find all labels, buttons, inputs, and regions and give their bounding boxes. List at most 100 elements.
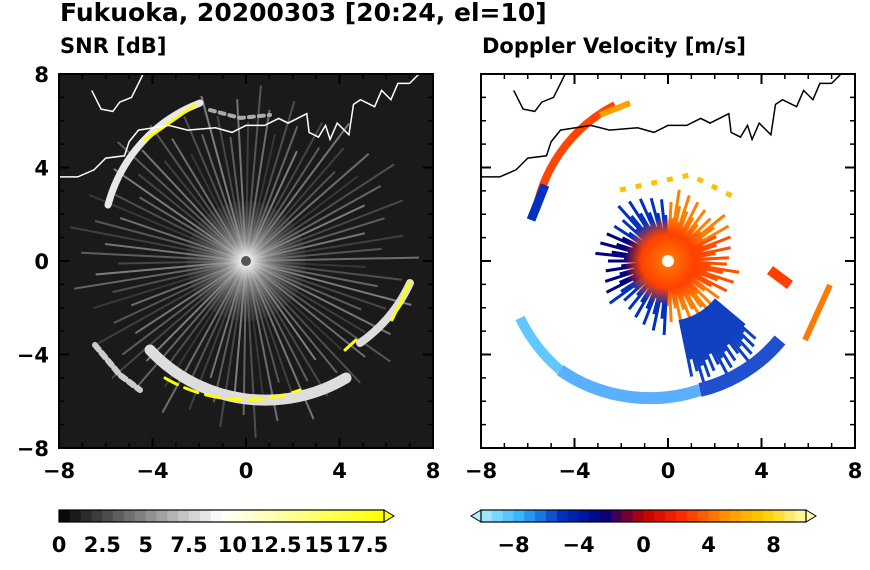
colorbar-segment xyxy=(784,510,796,522)
colorbar-tick-label: 12.5 xyxy=(250,533,302,557)
colorbar-segment xyxy=(762,510,775,522)
colorbar-tick-label: 0 xyxy=(52,533,67,557)
colorbar-segment xyxy=(362,510,374,522)
colorbar-frame xyxy=(58,509,385,523)
doppler-ray xyxy=(698,310,727,353)
colorbar-extend-max xyxy=(805,509,817,523)
x-tick-label: 8 xyxy=(426,459,441,483)
colorbar-tick-label: 0 xyxy=(636,533,651,557)
snr-radar-site xyxy=(241,256,251,266)
doppler-ray xyxy=(712,298,746,327)
doppler-ray xyxy=(686,317,711,378)
doppler-radar-site xyxy=(662,255,674,267)
doppler-ray xyxy=(685,317,704,367)
colorbar-extend-min xyxy=(470,509,482,523)
colorbar-frame xyxy=(480,509,807,523)
colorbar-tick-label: 7.5 xyxy=(170,533,207,557)
doppler-ray xyxy=(694,313,729,376)
doppler-ray xyxy=(683,318,706,384)
colorbar-segment xyxy=(189,510,201,522)
doppler-ray xyxy=(710,300,745,334)
colorbar-segment xyxy=(654,510,666,522)
colorbar-segment xyxy=(773,510,785,522)
colorbar-segment xyxy=(124,510,136,522)
doppler-ray xyxy=(707,304,753,355)
doppler-axes: −8 −4 0 4 8 xyxy=(465,73,863,483)
doppler-ray xyxy=(692,314,720,366)
colorbar-segment xyxy=(69,510,82,522)
colorbar-segment xyxy=(167,510,179,522)
x-tick-label: 0 xyxy=(661,459,676,483)
colorbar-tick-label: −8 xyxy=(497,533,529,557)
colorbar-segment xyxy=(600,510,612,522)
colorbar-segment xyxy=(795,510,807,522)
doppler-ray xyxy=(709,302,755,348)
colorbar-segment xyxy=(297,510,309,522)
doppler-ray xyxy=(691,315,712,355)
doppler-ray xyxy=(701,308,730,346)
colorbar-segment xyxy=(254,510,266,522)
colorbar-segment xyxy=(351,510,363,522)
colorbar-segment xyxy=(751,510,764,522)
colorbar-segment xyxy=(611,510,623,522)
colorbar-segment xyxy=(210,510,223,522)
colorbar-segment xyxy=(621,510,634,522)
doppler-ray xyxy=(705,305,742,348)
colorbar-segment xyxy=(286,510,298,522)
x-tick-label: −8 xyxy=(43,459,75,483)
colorbar-segment xyxy=(665,510,677,522)
x-tick-label: −4 xyxy=(136,459,168,483)
colorbar-segment xyxy=(221,510,233,522)
colorbar-segment xyxy=(134,510,147,522)
y-tick-label: 8 xyxy=(34,63,49,87)
doppler-panel: −8 −4 0 4 8 xyxy=(465,73,863,483)
doppler-colorbar: −8 −4 0 4 8 xyxy=(470,509,817,557)
colorbar-segment xyxy=(502,510,515,522)
colorbar-segment xyxy=(156,510,168,522)
x-tick-label: 0 xyxy=(239,459,254,483)
x-tick-label: 4 xyxy=(754,459,769,483)
colorbar-segment xyxy=(676,510,688,522)
doppler-ray xyxy=(704,306,751,363)
colorbar-segment xyxy=(491,510,504,522)
doppler-ray xyxy=(689,315,716,372)
colorbar-extend-max xyxy=(383,509,395,523)
colorbar-segment xyxy=(264,510,277,522)
colorbar-segment xyxy=(113,510,125,522)
colorbar-segment xyxy=(340,510,353,522)
colorbar-segment xyxy=(730,510,742,522)
colorbar-tick-label: 8 xyxy=(766,533,781,557)
colorbar-segment xyxy=(686,510,699,522)
y-tick-label: 0 xyxy=(34,250,49,274)
colorbar-tick-label: 5 xyxy=(138,533,153,557)
x-tick-label: 8 xyxy=(848,459,863,483)
doppler-ray xyxy=(703,307,740,355)
doppler-ray xyxy=(688,316,708,361)
colorbar-segment xyxy=(697,510,710,522)
y-tick-label: −4 xyxy=(17,344,49,368)
snr-panel-title: SNR [dB] xyxy=(60,34,167,58)
colorbar-segment xyxy=(589,510,601,522)
colorbar-segment xyxy=(145,510,158,522)
colorbar-segment xyxy=(308,510,320,522)
colorbar-segment xyxy=(632,510,645,522)
x-tick-label: −8 xyxy=(465,459,497,483)
colorbar-segment xyxy=(199,510,212,522)
doppler-ray xyxy=(681,318,699,372)
doppler-ray xyxy=(700,309,737,362)
colorbar-segment xyxy=(178,510,190,522)
snr-axes: −8 −4 0 4 8 −8 −4 0 4 8 xyxy=(17,63,441,483)
y-tick-label: 4 xyxy=(34,157,49,181)
figure-title: Fukuoka, 20200303 [20:24, el=10] xyxy=(60,0,547,27)
colorbar-segment xyxy=(524,510,536,522)
colorbar-segment xyxy=(578,510,590,522)
colorbar-segment xyxy=(513,510,525,522)
doppler-ray xyxy=(708,303,744,341)
colorbar-tick-label: 17.5 xyxy=(336,533,388,557)
doppler-coastline xyxy=(481,74,842,178)
colorbar-segment xyxy=(546,510,558,522)
colorbar-segment xyxy=(80,510,93,522)
colorbar-segment xyxy=(243,510,255,522)
colorbar-segment xyxy=(102,510,114,522)
colorbar-tick-label: 10 xyxy=(218,533,247,557)
